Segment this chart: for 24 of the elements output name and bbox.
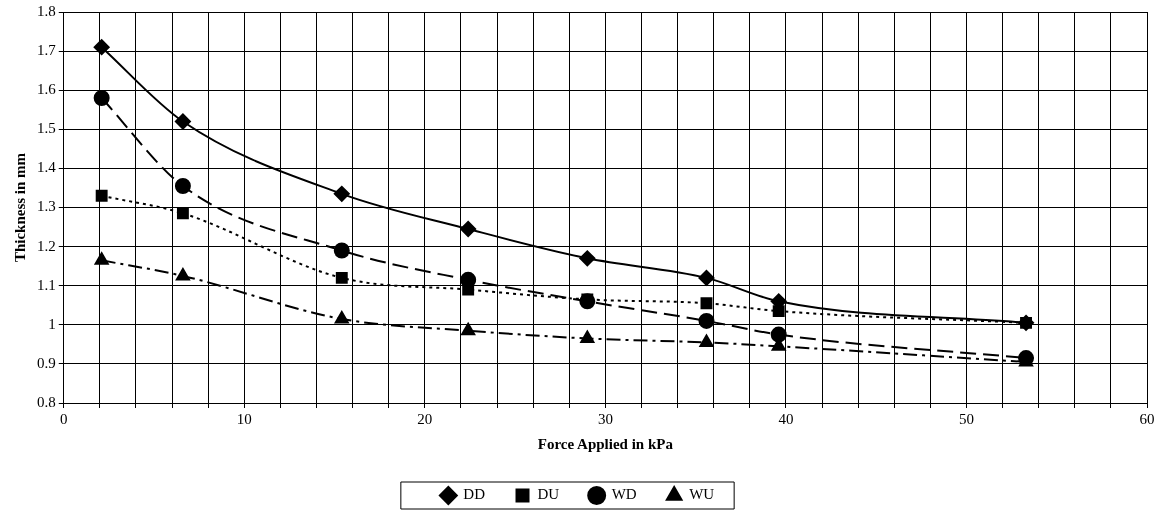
legend-label: DD [463,486,486,503]
y-tick-label: 0.8 [37,393,56,410]
y-tick-label: 1 [48,315,56,332]
legend-label: DU [537,486,560,503]
y-tick-label: 1.6 [37,81,57,98]
y-tick-label: 1.1 [37,276,56,293]
y-tick-label: 1.5 [37,120,56,137]
y-axis-title: Thickness in mm [11,152,28,263]
legend-label: WD [611,486,637,503]
y-tick-label: 0.9 [37,354,56,371]
x-tick-label: 30 [597,410,613,427]
y-tick-label: 1.3 [37,198,56,215]
x-tick-label: 10 [236,410,252,427]
y-tick-label: 1.8 [37,2,56,19]
x-tick-label: 0 [60,410,68,427]
y-tick-label: 1.2 [37,237,56,254]
x-tick-label: 50 [958,410,974,427]
y-tick-label: 1.4 [37,159,57,176]
y-tick-label: 1.7 [37,42,57,59]
x-tick-label: 40 [778,410,794,427]
legend-label: WU [689,486,715,503]
x-tick-label: 60 [1139,410,1155,427]
x-axis-title: Force Applied in kPa [537,435,674,452]
x-tick-label: 20 [417,410,433,427]
